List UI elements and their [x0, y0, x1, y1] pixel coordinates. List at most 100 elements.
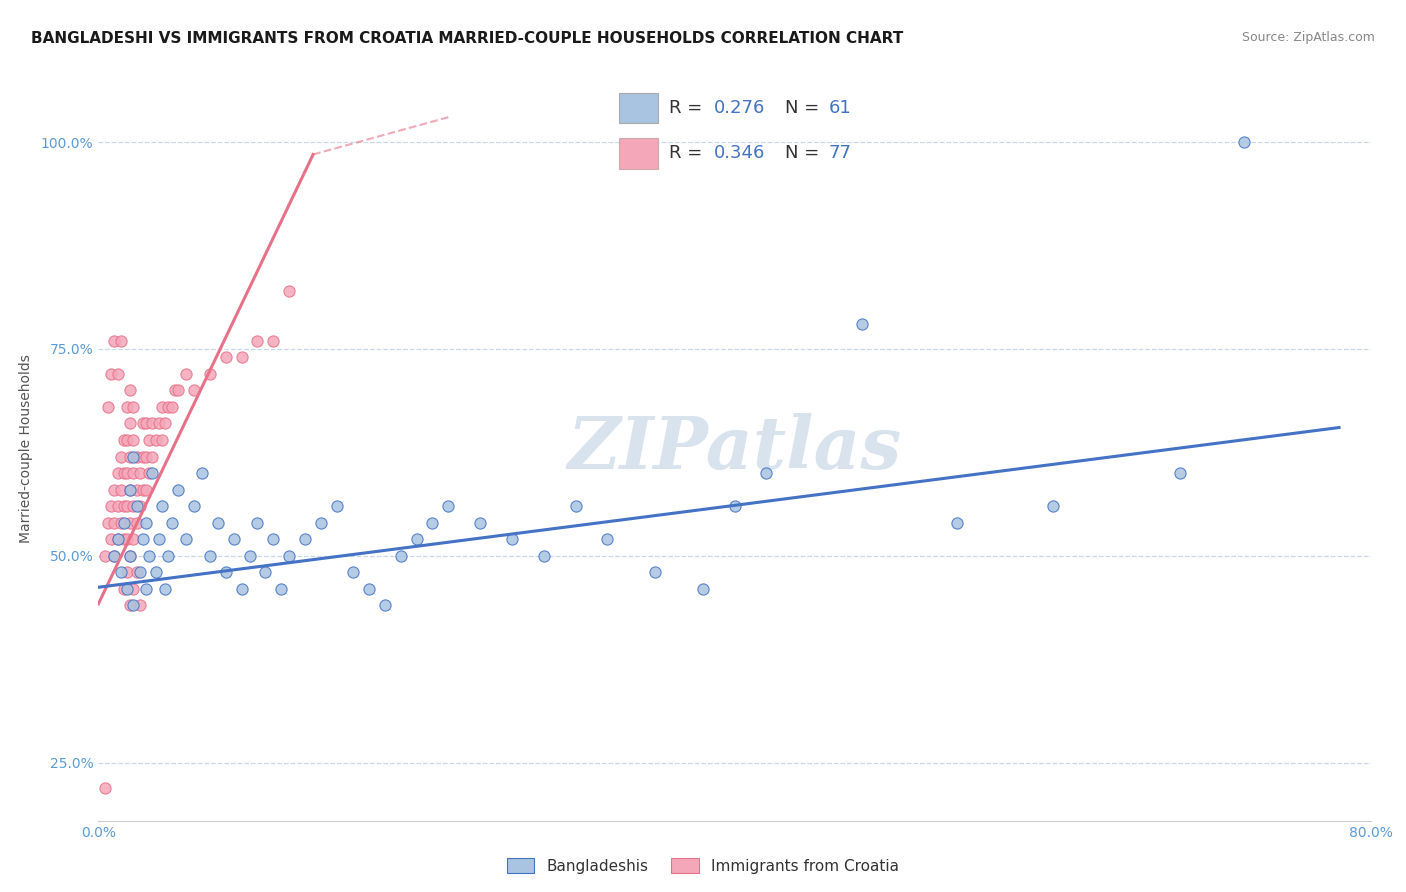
Point — [122, 450, 145, 464]
Point — [231, 350, 253, 364]
Point — [103, 516, 125, 530]
Point — [246, 516, 269, 530]
Point — [138, 549, 160, 563]
Point — [1168, 466, 1191, 480]
Point — [422, 516, 444, 530]
Point — [851, 317, 873, 331]
Point — [692, 582, 714, 596]
Point — [120, 483, 142, 497]
Point — [470, 516, 492, 530]
Point — [110, 566, 132, 580]
Point — [157, 400, 180, 414]
Text: BANGLADESHI VS IMMIGRANTS FROM CROATIA MARRIED-COUPLE HOUSEHOLDS CORRELATION CHA: BANGLADESHI VS IMMIGRANTS FROM CROATIA M… — [31, 31, 903, 46]
Point — [150, 400, 173, 414]
Text: ZIPatlas: ZIPatlas — [568, 413, 901, 483]
Bar — [619, 93, 658, 123]
Point — [115, 533, 138, 547]
Point — [120, 516, 142, 530]
Point — [254, 566, 277, 580]
Point — [103, 549, 125, 563]
Point — [724, 499, 747, 513]
Point — [94, 549, 117, 563]
Point — [135, 516, 157, 530]
Legend: Bangladeshis, Immigrants from Croatia: Bangladeshis, Immigrants from Croatia — [501, 852, 905, 880]
Point — [135, 582, 157, 596]
Point — [100, 367, 122, 381]
Point — [309, 516, 332, 530]
Point — [145, 566, 167, 580]
Point — [564, 499, 586, 513]
Point — [198, 549, 221, 563]
Point — [115, 499, 138, 513]
Point — [103, 334, 125, 348]
Point — [946, 516, 969, 530]
Point — [125, 499, 148, 513]
Point — [110, 334, 132, 348]
Point — [120, 417, 142, 431]
Point — [155, 582, 177, 596]
Point — [157, 549, 180, 563]
Point — [112, 582, 135, 596]
Point — [644, 566, 666, 580]
Point — [374, 599, 396, 613]
Point — [141, 466, 163, 480]
Point — [135, 450, 157, 464]
Point — [141, 417, 163, 431]
Point — [120, 549, 142, 563]
Point — [150, 433, 173, 447]
Point — [128, 466, 150, 480]
Point — [122, 582, 145, 596]
Point — [122, 466, 145, 480]
Point — [163, 384, 186, 398]
Point — [115, 582, 138, 596]
Point — [110, 450, 132, 464]
Point — [112, 499, 135, 513]
Point — [389, 549, 412, 563]
Point — [238, 549, 260, 563]
Point — [183, 499, 205, 513]
Point — [100, 533, 122, 547]
Point — [138, 433, 160, 447]
Point — [246, 334, 269, 348]
Text: R =: R = — [669, 99, 709, 117]
Point — [120, 599, 142, 613]
Point — [112, 466, 135, 480]
Point — [167, 483, 190, 497]
Text: 61: 61 — [830, 99, 852, 117]
Point — [125, 450, 148, 464]
Point — [148, 417, 170, 431]
Point — [198, 367, 221, 381]
Point — [107, 367, 129, 381]
Point — [132, 450, 155, 464]
Point — [262, 533, 284, 547]
Point — [120, 483, 142, 497]
Point — [125, 566, 148, 580]
Text: 77: 77 — [830, 145, 852, 162]
Point — [533, 549, 555, 563]
Point — [132, 533, 155, 547]
Text: R =: R = — [669, 145, 709, 162]
Point — [191, 466, 214, 480]
Point — [115, 466, 138, 480]
Point — [222, 533, 245, 547]
Point — [115, 433, 138, 447]
Point — [214, 350, 236, 364]
Point — [94, 780, 117, 795]
Point — [357, 582, 380, 596]
Point — [125, 483, 148, 497]
Point — [755, 466, 778, 480]
Point — [122, 499, 145, 513]
Point — [160, 400, 183, 414]
Point — [97, 516, 120, 530]
Point — [97, 400, 120, 414]
Point — [145, 433, 167, 447]
Point — [1233, 135, 1256, 149]
Text: 0.346: 0.346 — [714, 145, 765, 162]
Point — [160, 516, 183, 530]
Point — [103, 549, 125, 563]
Bar — [619, 138, 658, 169]
Text: N =: N = — [785, 99, 824, 117]
Point — [112, 516, 135, 530]
Point — [207, 516, 229, 530]
Point — [107, 533, 129, 547]
